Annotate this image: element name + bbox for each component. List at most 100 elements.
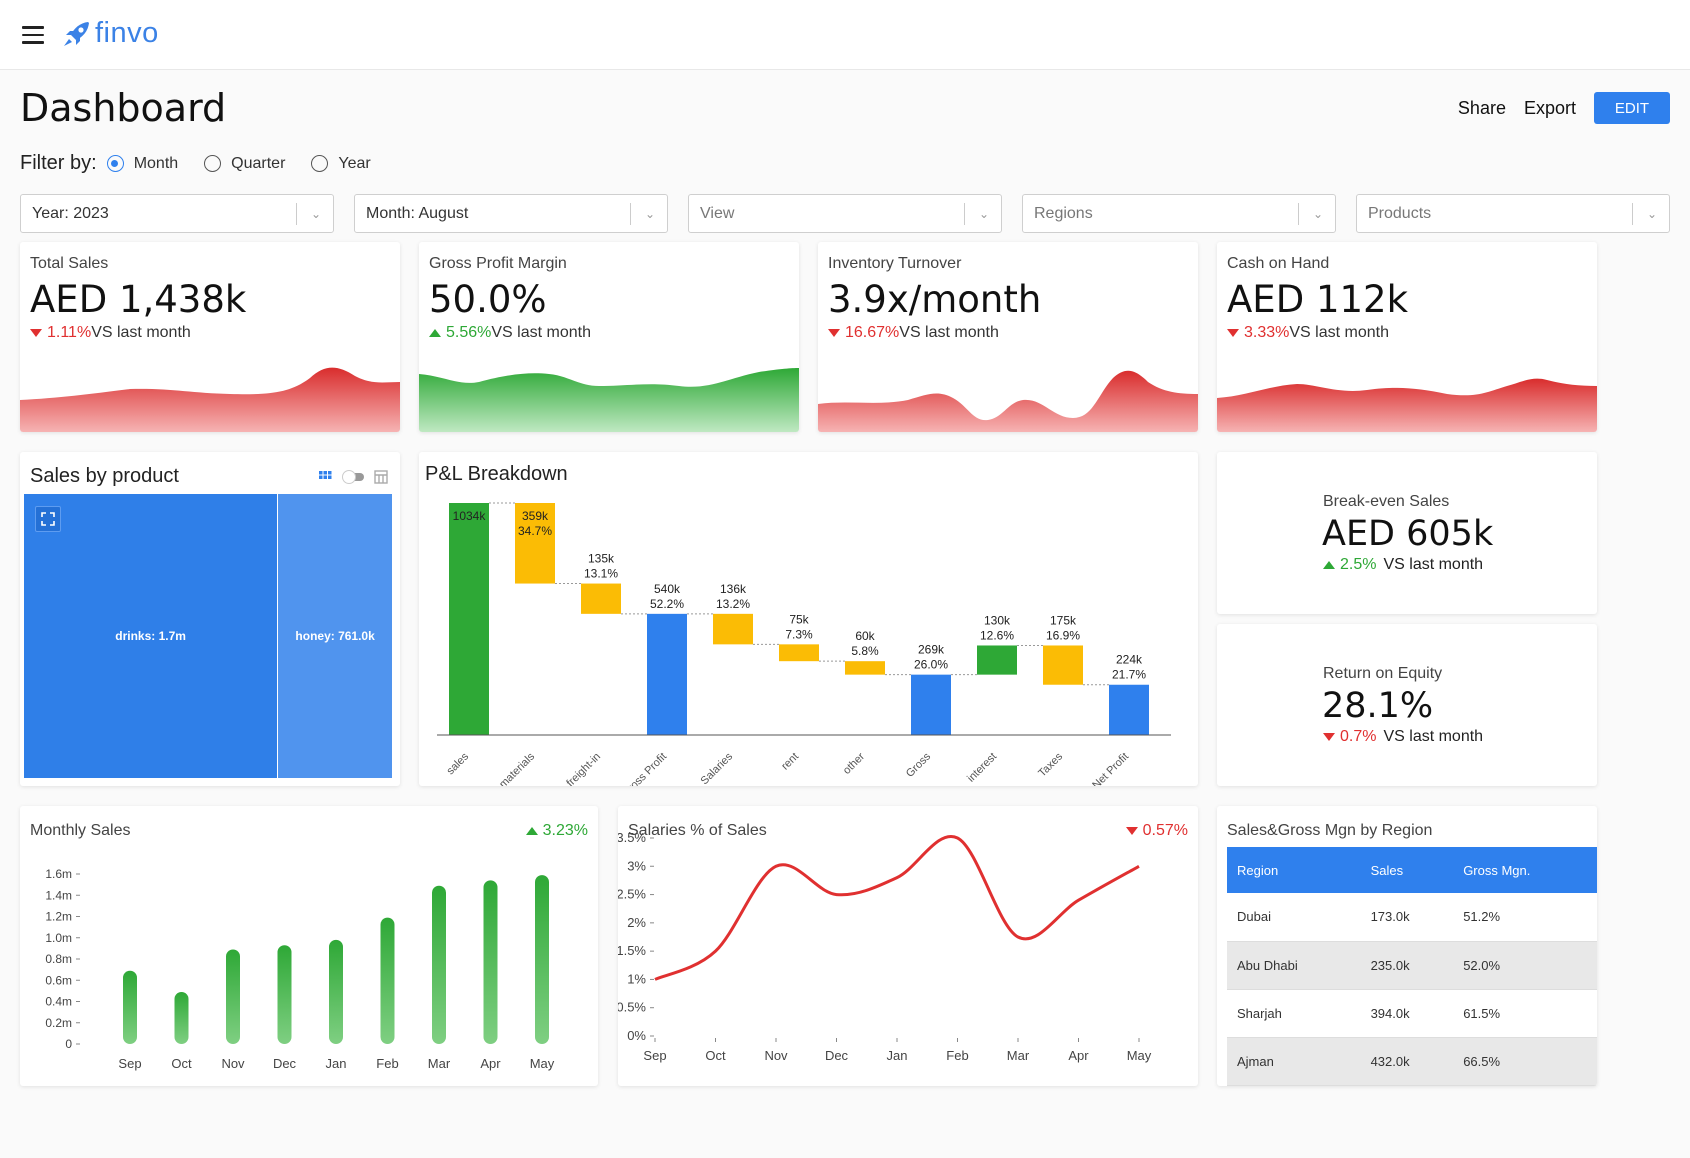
bar <box>174 991 189 1044</box>
treemap-tile-honey[interactable]: honey: 761.0k <box>278 494 392 778</box>
treemap-tile-drinks[interactable]: drinks: 1.7m <box>24 494 279 778</box>
menu-icon[interactable] <box>22 26 44 44</box>
kpi-card-cash-on-hand[interactable]: Cash on Hand AED 112k 3.33% VS last month <box>1217 242 1597 432</box>
month-select-value: Month: August <box>366 205 469 222</box>
table-cell: 173.0k <box>1360 893 1454 942</box>
x-tick-label: Sep <box>118 1056 141 1071</box>
break-even-sales-card[interactable]: Break-even Sales AED 605k 2.5% VS last mo… <box>1217 452 1597 614</box>
chevron-down-icon: ⌄ <box>1312 207 1323 221</box>
x-tick-label: Oct <box>171 1056 192 1071</box>
salaries-pct-card: Salaries % of Sales 0.57% 0% 0.5% 1% 1.5% 2%… <box>618 806 1198 1086</box>
radio-month[interactable]: Month <box>106 155 178 173</box>
table-cell: 66.5% <box>1453 1037 1597 1086</box>
table-row[interactable]: Abu Dhabi 235.0k 52.0% <box>1227 941 1597 990</box>
chart-delta-value: 0.57% <box>1142 822 1188 839</box>
products-select[interactable]: Products ⌄ <box>1356 194 1670 233</box>
logo[interactable]: finvo <box>62 17 159 50</box>
table-cell: Dubai <box>1227 893 1361 942</box>
region-table-card: Sales&Gross Mgn by Region Region Sales G… <box>1217 806 1597 1086</box>
y-tick-label: 0.2m <box>45 1016 72 1030</box>
view-select[interactable]: View ⌄ <box>688 194 1002 233</box>
y-tick-label: 0 <box>65 1037 72 1051</box>
filter-selects: Year: 2023 ⌄ Month: August ⌄ View ⌄ Regions… <box>20 194 1670 233</box>
export-button[interactable]: Export <box>1523 97 1576 118</box>
series-line <box>654 834 1140 981</box>
y-tick-label: 3% <box>627 858 646 873</box>
radio-empty-icon <box>204 155 222 172</box>
x-tick-label: Nov <box>764 1048 788 1063</box>
x-tick-label: freight-in <box>564 751 603 786</box>
kpi-title: Total Sales <box>30 255 109 272</box>
table-header-row: Region Sales Gross Mgn. <box>1227 847 1597 893</box>
monthly-sales-chart: 0 0.2m 0.4m 0.6m 0.8m 1.0m 1.2m 1.4m 1.6m Sep Oct N… <box>45 867 554 1071</box>
kpi-value: 50.0% <box>429 278 547 321</box>
data-label: 5.8% <box>851 644 879 658</box>
y-tick-label: 3.5% <box>618 830 646 845</box>
trend-down-icon <box>30 329 42 337</box>
table-row[interactable]: Dubai 173.0k 51.2% <box>1227 893 1597 942</box>
chart-delta: 3.23% <box>525 822 588 840</box>
kpi-card-inventory-turnover[interactable]: Inventory Turnover 3.9x/month 16.67% VS l… <box>818 242 1198 432</box>
waterfall-bar <box>647 613 687 735</box>
y-tick-label: 1.4m <box>45 888 72 902</box>
bar <box>329 939 343 1044</box>
waterfall-bar <box>977 645 1017 675</box>
data-label: 269k <box>918 643 945 657</box>
kpi-delta-suffix: VS last month <box>91 324 191 341</box>
data-label: 359k <box>522 509 549 523</box>
kpi-card-total-sales[interactable]: Total Sales AED 1,438k 1.11% VS last mont… <box>20 242 400 432</box>
kpi-delta: 1.11% VS last month <box>30 324 191 342</box>
radio-quarter[interactable]: Quarter <box>204 155 285 173</box>
return-on-equity-card[interactable]: Return on Equity 28.1% 0.7% VS last month <box>1217 624 1597 786</box>
x-tick-label: Dec <box>825 1048 849 1063</box>
bar <box>380 917 395 1044</box>
table-cell: 52.0% <box>1453 941 1597 990</box>
kpi-delta-value: 1.11% <box>47 324 92 341</box>
regions-select-placeholder: Regions <box>1034 205 1093 222</box>
table-row[interactable]: Ajman 432.0k 66.5% <box>1227 1037 1597 1086</box>
y-tick-label: 1.5% <box>618 943 646 958</box>
rocket-icon <box>64 21 89 46</box>
table-icon[interactable] <box>374 470 388 484</box>
month-select[interactable]: Month: August ⌄ <box>354 194 668 233</box>
share-button[interactable]: Share <box>1457 97 1506 118</box>
x-tick-label: Oct <box>705 1048 726 1063</box>
x-tick-label: Taxes <box>1036 750 1065 779</box>
kpi-delta-suffix: VS last month <box>899 324 999 341</box>
view-toggle[interactable] <box>318 470 388 484</box>
expand-icon[interactable] <box>35 506 61 532</box>
edit-button[interactable]: EDIT <box>1594 92 1670 124</box>
column-header-region[interactable]: Region <box>1227 847 1361 893</box>
select-divider <box>296 203 297 225</box>
y-tick-label: 2.5% <box>618 887 646 902</box>
data-label: 34.7% <box>518 524 552 538</box>
kpi-card-gross-profit-margin[interactable]: Gross Profit Margin 50.0% 5.56% VS last m… <box>419 242 799 432</box>
year-select[interactable]: Year: 2023 ⌄ <box>20 194 334 233</box>
y-tick-label: 2% <box>627 915 646 930</box>
pl-breakdown-card: P&L Breakdown 1034k sales 359k 34.7% materia… <box>419 452 1198 786</box>
toggle-switch-icon[interactable] <box>340 470 366 484</box>
bar <box>123 970 137 1044</box>
radio-selected-icon <box>106 155 124 172</box>
chevron-down-icon: ⌄ <box>1646 207 1657 221</box>
kpi-delta-value: 0.7% <box>1340 728 1377 745</box>
radio-year[interactable]: Year <box>311 155 371 173</box>
regions-select[interactable]: Regions ⌄ <box>1022 194 1336 233</box>
sparkline-area <box>818 370 1198 432</box>
kpi-delta-suffix: VS last month <box>1383 556 1484 573</box>
card-title: Sales&Gross Mgn by Region <box>1227 822 1433 839</box>
kpi-delta: 5.56% VS last month <box>429 324 591 342</box>
treemap: drinks: 1.7m honey: 761.0k <box>24 494 392 778</box>
x-tick-label: rent <box>779 751 801 773</box>
treemap-label: honey: 761.0k <box>295 629 375 643</box>
column-header-sales[interactable]: Sales <box>1360 847 1454 893</box>
grid-icon[interactable] <box>318 470 332 484</box>
kpi-value: AED 605k <box>1322 514 1494 554</box>
monthly-sales-card: Monthly Sales 3.23% 0 0.2m 0.4m 0.6m 0.8m 1.0… <box>20 806 598 1086</box>
column-header-gross-mgn[interactable]: Gross Mgn. <box>1453 847 1597 893</box>
kpi-title: Gross Profit Margin <box>429 255 567 272</box>
region-table: Region Sales Gross Mgn. Dubai 173.0k 51.2%… <box>1227 847 1597 1086</box>
y-tick-label: 0.6m <box>45 973 72 987</box>
data-label: 13.2% <box>716 597 750 611</box>
table-row[interactable]: Sharjah 394.0k 61.5% <box>1227 989 1597 1038</box>
